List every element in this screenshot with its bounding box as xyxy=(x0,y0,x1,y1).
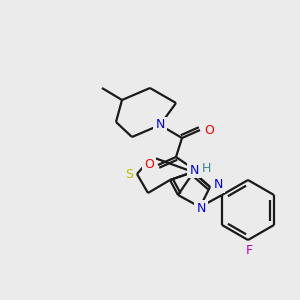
Text: S: S xyxy=(125,167,133,181)
Text: N: N xyxy=(196,202,206,214)
Text: N: N xyxy=(189,164,199,176)
Text: N: N xyxy=(155,118,165,131)
Text: O: O xyxy=(144,158,154,170)
Text: O: O xyxy=(204,124,214,136)
Text: H: H xyxy=(201,161,211,175)
Text: N: N xyxy=(213,178,223,191)
Text: F: F xyxy=(245,244,253,256)
